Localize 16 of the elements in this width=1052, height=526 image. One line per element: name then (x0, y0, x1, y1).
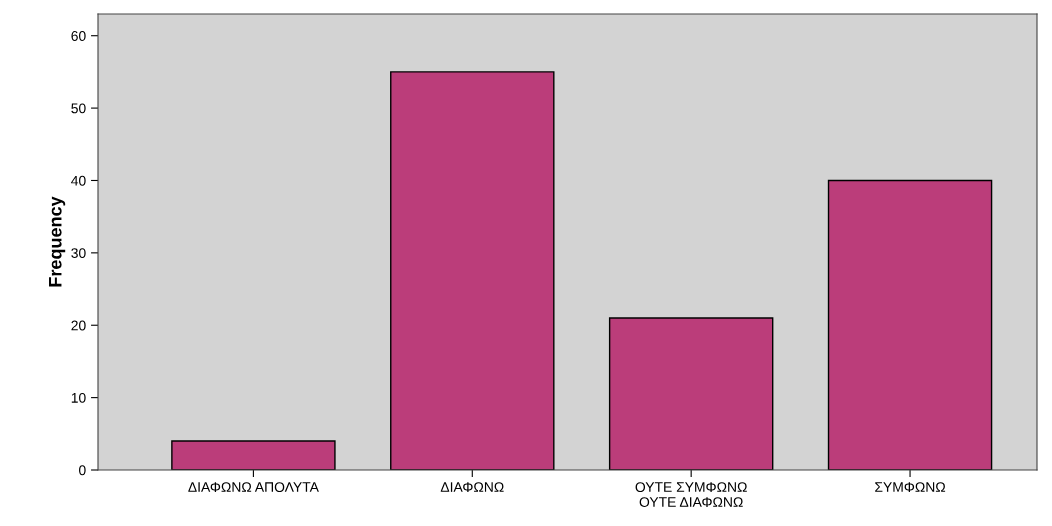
y-tick-label: 0 (79, 465, 86, 476)
bar (827, 179, 993, 470)
y-tick-label: 30 (71, 248, 86, 259)
y-tick-label: 20 (71, 320, 86, 331)
x-tick-label: ΔΙΑΦΩΝΩ (440, 482, 504, 492)
x-tick-label: ΔΙΑΦΩΝΩ ΑΠΟΛΥΤΑ (188, 482, 319, 493)
y-axis-title: Frequency (49, 196, 66, 287)
x-tick-label: ΟΥΤΕ ΣΥΜΦΩΝΩ ΟΥΤΕ ΔΙΑΦΩΝΩ (635, 482, 747, 507)
bar (171, 440, 336, 470)
x-tick-label: ΣΥΜΦΩΝΩ (875, 482, 946, 492)
y-tick-label: 60 (71, 31, 86, 41)
bar (608, 317, 774, 470)
y-tick-label: 40 (71, 175, 86, 186)
y-tick-label: 10 (71, 392, 86, 403)
y-tick-label: 50 (71, 103, 86, 114)
bar (390, 71, 555, 470)
